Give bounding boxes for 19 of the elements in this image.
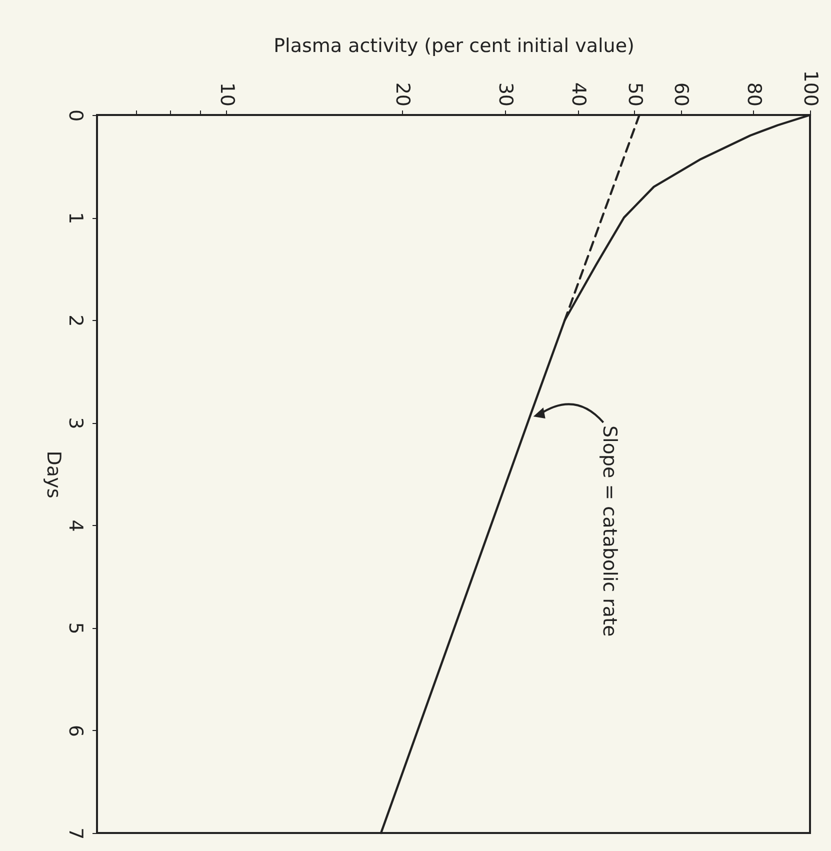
- x-tick-label: 40: [567, 82, 590, 106]
- y-tick-label: 4: [64, 520, 86, 532]
- x-tick-label: 80: [742, 82, 765, 106]
- annotation: Slope = catabolic rate: [598, 425, 620, 637]
- x-tick-label: 60: [670, 82, 692, 106]
- x-tick-label: 20: [392, 82, 414, 106]
- y-tick-label: 7: [64, 827, 86, 840]
- y-tick-label: 3: [64, 417, 86, 430]
- x-axis-title: Plasma activity (per cent initial value): [274, 35, 634, 58]
- y-tick-label: 2: [64, 314, 86, 327]
- y-tick-label: 0: [64, 109, 86, 122]
- y-axis-title: Days: [42, 450, 64, 498]
- y-tick-label: 6: [64, 724, 86, 737]
- x-tick-label: 10: [216, 82, 238, 106]
- y-tick-label: 5: [64, 622, 86, 634]
- y-tick-label: 1: [64, 212, 86, 224]
- x-tick-label: 30: [494, 82, 516, 106]
- x-tick-label: 100: [800, 70, 822, 106]
- x-tick-label: 50: [624, 82, 646, 106]
